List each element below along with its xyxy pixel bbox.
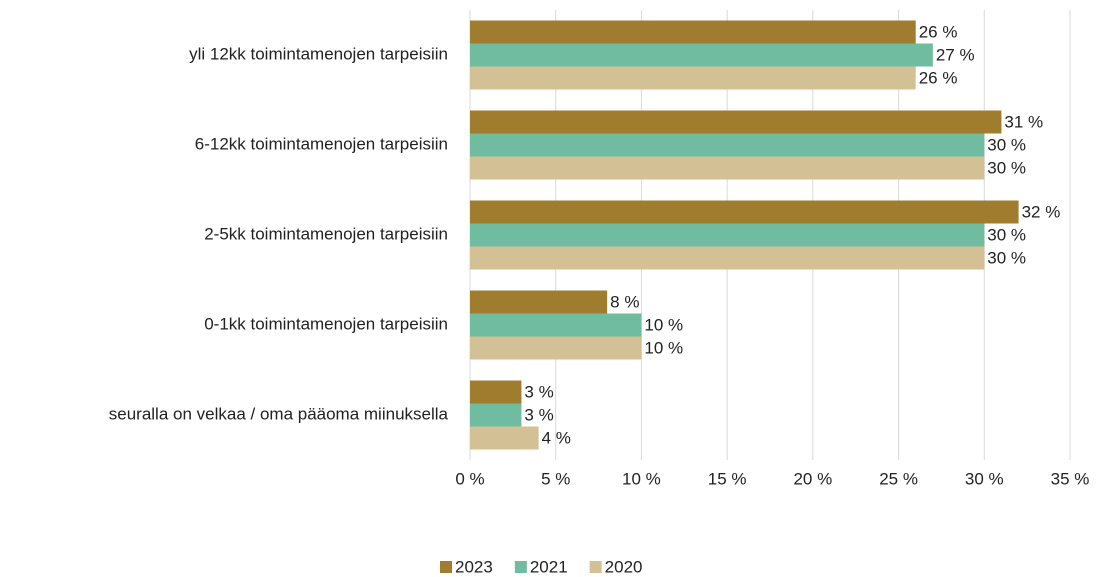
bar [470, 43, 933, 67]
bar [470, 313, 642, 337]
y-tick-label: 6-12kk toimintamenojen tarpeisiin [195, 134, 448, 153]
value-label: 3 % [524, 405, 553, 424]
legend-swatch [514, 561, 527, 573]
legend-label: 2021 [530, 557, 568, 576]
legend-label: 2020 [605, 557, 643, 576]
x-tick-label: 35 % [1051, 469, 1090, 488]
legend-swatch [440, 561, 452, 573]
bar [470, 20, 916, 44]
legend-label: 2023 [455, 557, 493, 576]
bar [470, 133, 985, 157]
y-tick-label: 2-5kk toimintamenojen tarpeisiin [204, 224, 448, 243]
bar [470, 223, 985, 247]
value-label: 27 % [936, 45, 975, 64]
bar [470, 200, 1019, 224]
x-tick-label: 0 % [455, 469, 484, 488]
value-label: 3 % [524, 382, 553, 401]
bar [470, 66, 916, 90]
y-tick-label: seuralla on velkaa / oma pääoma miinukse… [109, 404, 449, 423]
value-label: 26 % [919, 68, 958, 87]
bar [470, 110, 1002, 134]
value-label: 4 % [542, 428, 571, 447]
bar [470, 403, 522, 427]
value-label: 30 % [987, 225, 1026, 244]
value-label: 10 % [644, 338, 683, 357]
bar [470, 246, 985, 270]
bar [470, 336, 642, 360]
value-label: 10 % [644, 315, 683, 334]
value-label: 30 % [987, 135, 1026, 154]
value-label: 30 % [987, 248, 1026, 267]
x-tick-label: 10 % [622, 469, 661, 488]
value-label: 32 % [1022, 202, 1061, 221]
bar [470, 290, 608, 314]
x-tick-label: 15 % [708, 469, 747, 488]
x-tick-label: 30 % [965, 469, 1004, 488]
value-label: 30 % [987, 158, 1026, 177]
y-tick-label: 0-1kk toimintamenojen tarpeisiin [204, 314, 448, 333]
value-label: 26 % [919, 22, 958, 41]
legend-swatch [589, 561, 602, 573]
value-label: 8 % [610, 292, 639, 311]
bar [470, 156, 985, 180]
value-label: 31 % [1004, 112, 1043, 131]
bar [470, 380, 522, 404]
y-tick-label: yli 12kk toimintamenojen tarpeisiin [189, 44, 448, 63]
x-tick-label: 5 % [541, 469, 570, 488]
x-tick-label: 25 % [879, 469, 918, 488]
x-tick-label: 20 % [793, 469, 832, 488]
bar [470, 426, 539, 450]
